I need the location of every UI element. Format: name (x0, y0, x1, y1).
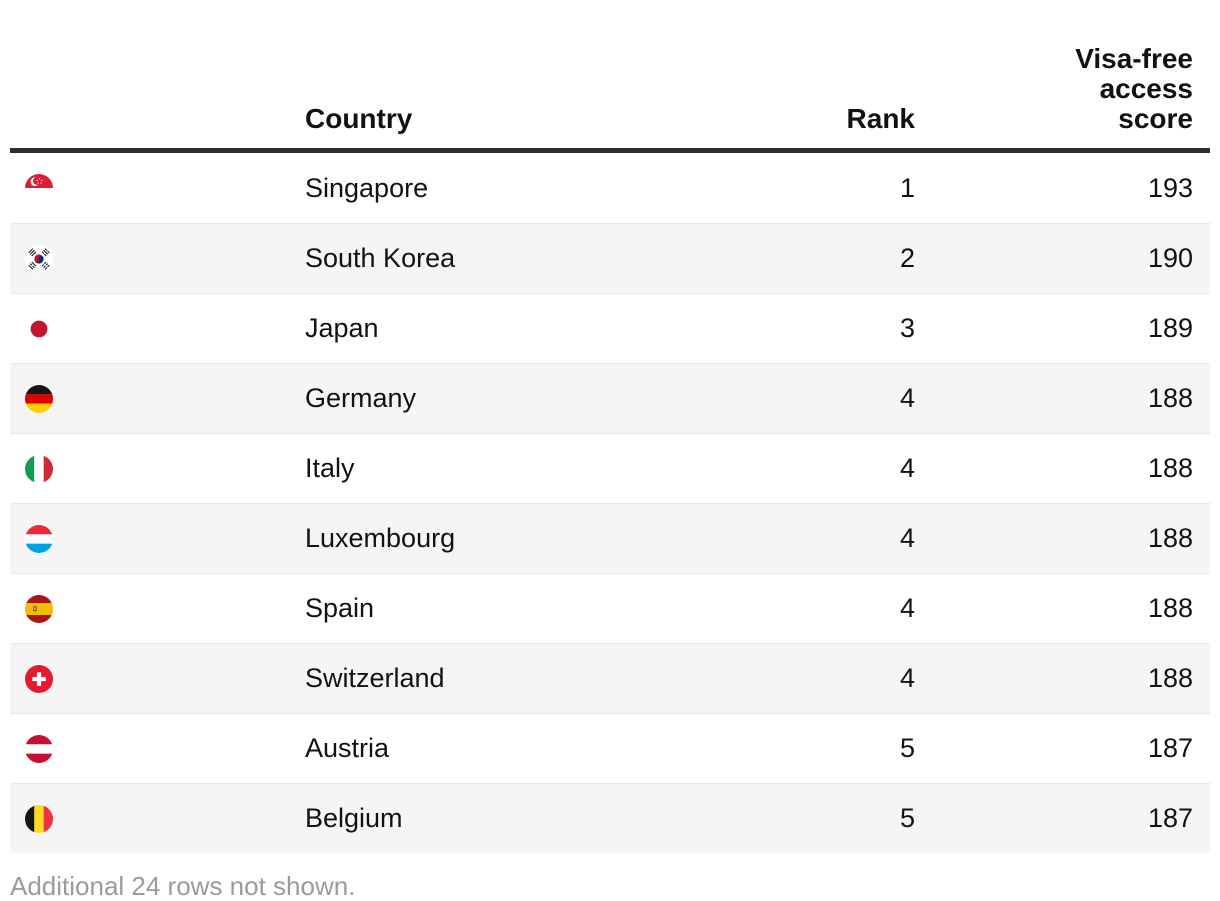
rank-value: 5 (899, 803, 915, 833)
table-row: South Korea 2 190 (10, 223, 1210, 293)
flag-switzerland-icon (25, 664, 53, 693)
flag-cell (10, 524, 305, 553)
table-row: Belgium 5 187 (10, 783, 1210, 853)
score-value: 187 (1147, 803, 1193, 833)
country-name: Austria (305, 733, 390, 763)
score-value: 188 (1147, 523, 1193, 553)
table-row: Singapore 1 193 (10, 153, 1210, 223)
flag-luxembourg-icon (25, 524, 53, 553)
flag-cell (10, 384, 305, 413)
country-name: Singapore (305, 172, 429, 203)
flag-spain-icon (25, 594, 53, 623)
column-header-score-label: Visa-free access score (1075, 43, 1193, 134)
flag-cell (10, 804, 305, 833)
table-row: Germany 4 188 (10, 363, 1210, 433)
rank-value: 2 (899, 243, 915, 273)
score-value: 190 (1147, 243, 1193, 273)
rank-value: 3 (899, 313, 915, 343)
score-value: 189 (1147, 313, 1193, 343)
country-name: Switzerland (305, 663, 445, 693)
rank-value: 4 (899, 453, 915, 483)
score-value: 188 (1147, 663, 1193, 693)
flag-cell (10, 594, 305, 623)
rank-value: 5 (899, 733, 915, 763)
country-name: Luxembourg (305, 523, 456, 553)
flag-cell (10, 454, 305, 483)
country-name: Italy (305, 453, 355, 483)
flag-cell (10, 174, 305, 202)
flag-germany-icon (25, 384, 53, 413)
flag-belgium-icon (25, 804, 53, 833)
flag-singapore-icon (25, 174, 53, 202)
flag-cell (10, 244, 305, 273)
rank-value: 4 (899, 523, 915, 553)
rank-value: 1 (899, 172, 915, 203)
rank-value: 4 (899, 663, 915, 693)
table-row: Switzerland 4 188 (10, 643, 1210, 713)
flag-south-korea-icon (25, 244, 53, 273)
column-header-country: Country (305, 103, 413, 134)
score-value: 188 (1147, 383, 1193, 413)
table-header-row: Country Rank Visa-free access score (10, 0, 1210, 153)
score-value: 188 (1147, 453, 1193, 483)
score-value: 188 (1147, 593, 1193, 623)
table-row: Italy 4 188 (10, 433, 1210, 503)
column-header-rank: Rank (846, 103, 915, 134)
table-row: Austria 5 187 (10, 713, 1210, 783)
flag-cell (10, 314, 305, 343)
passport-ranking-table-page: Country Rank Visa-free access score Sing… (10, 0, 1210, 853)
table-body: Singapore 1 193 South Korea 2 190 Japan … (10, 153, 1210, 853)
footnote: Additional 24 rows not shown. (10, 871, 356, 901)
country-name: Spain (305, 593, 375, 623)
country-name: Japan (305, 313, 379, 343)
flag-japan-icon (25, 314, 53, 343)
column-header-score: Visa-free access score (915, 44, 1210, 134)
table-row: Spain 4 188 (10, 573, 1210, 643)
flag-austria-icon (25, 734, 53, 763)
flag-cell (10, 664, 305, 693)
score-value: 187 (1147, 733, 1193, 763)
flag-italy-icon (25, 454, 53, 483)
country-name: Belgium (305, 803, 403, 833)
rank-value: 4 (899, 593, 915, 623)
rank-value: 4 (899, 383, 915, 413)
country-name: Germany (305, 383, 417, 413)
table-row: Japan 3 189 (10, 293, 1210, 363)
country-name: South Korea (305, 243, 456, 273)
table-row: Luxembourg 4 188 (10, 503, 1210, 573)
score-value: 193 (1147, 172, 1193, 203)
flag-cell (10, 734, 305, 763)
